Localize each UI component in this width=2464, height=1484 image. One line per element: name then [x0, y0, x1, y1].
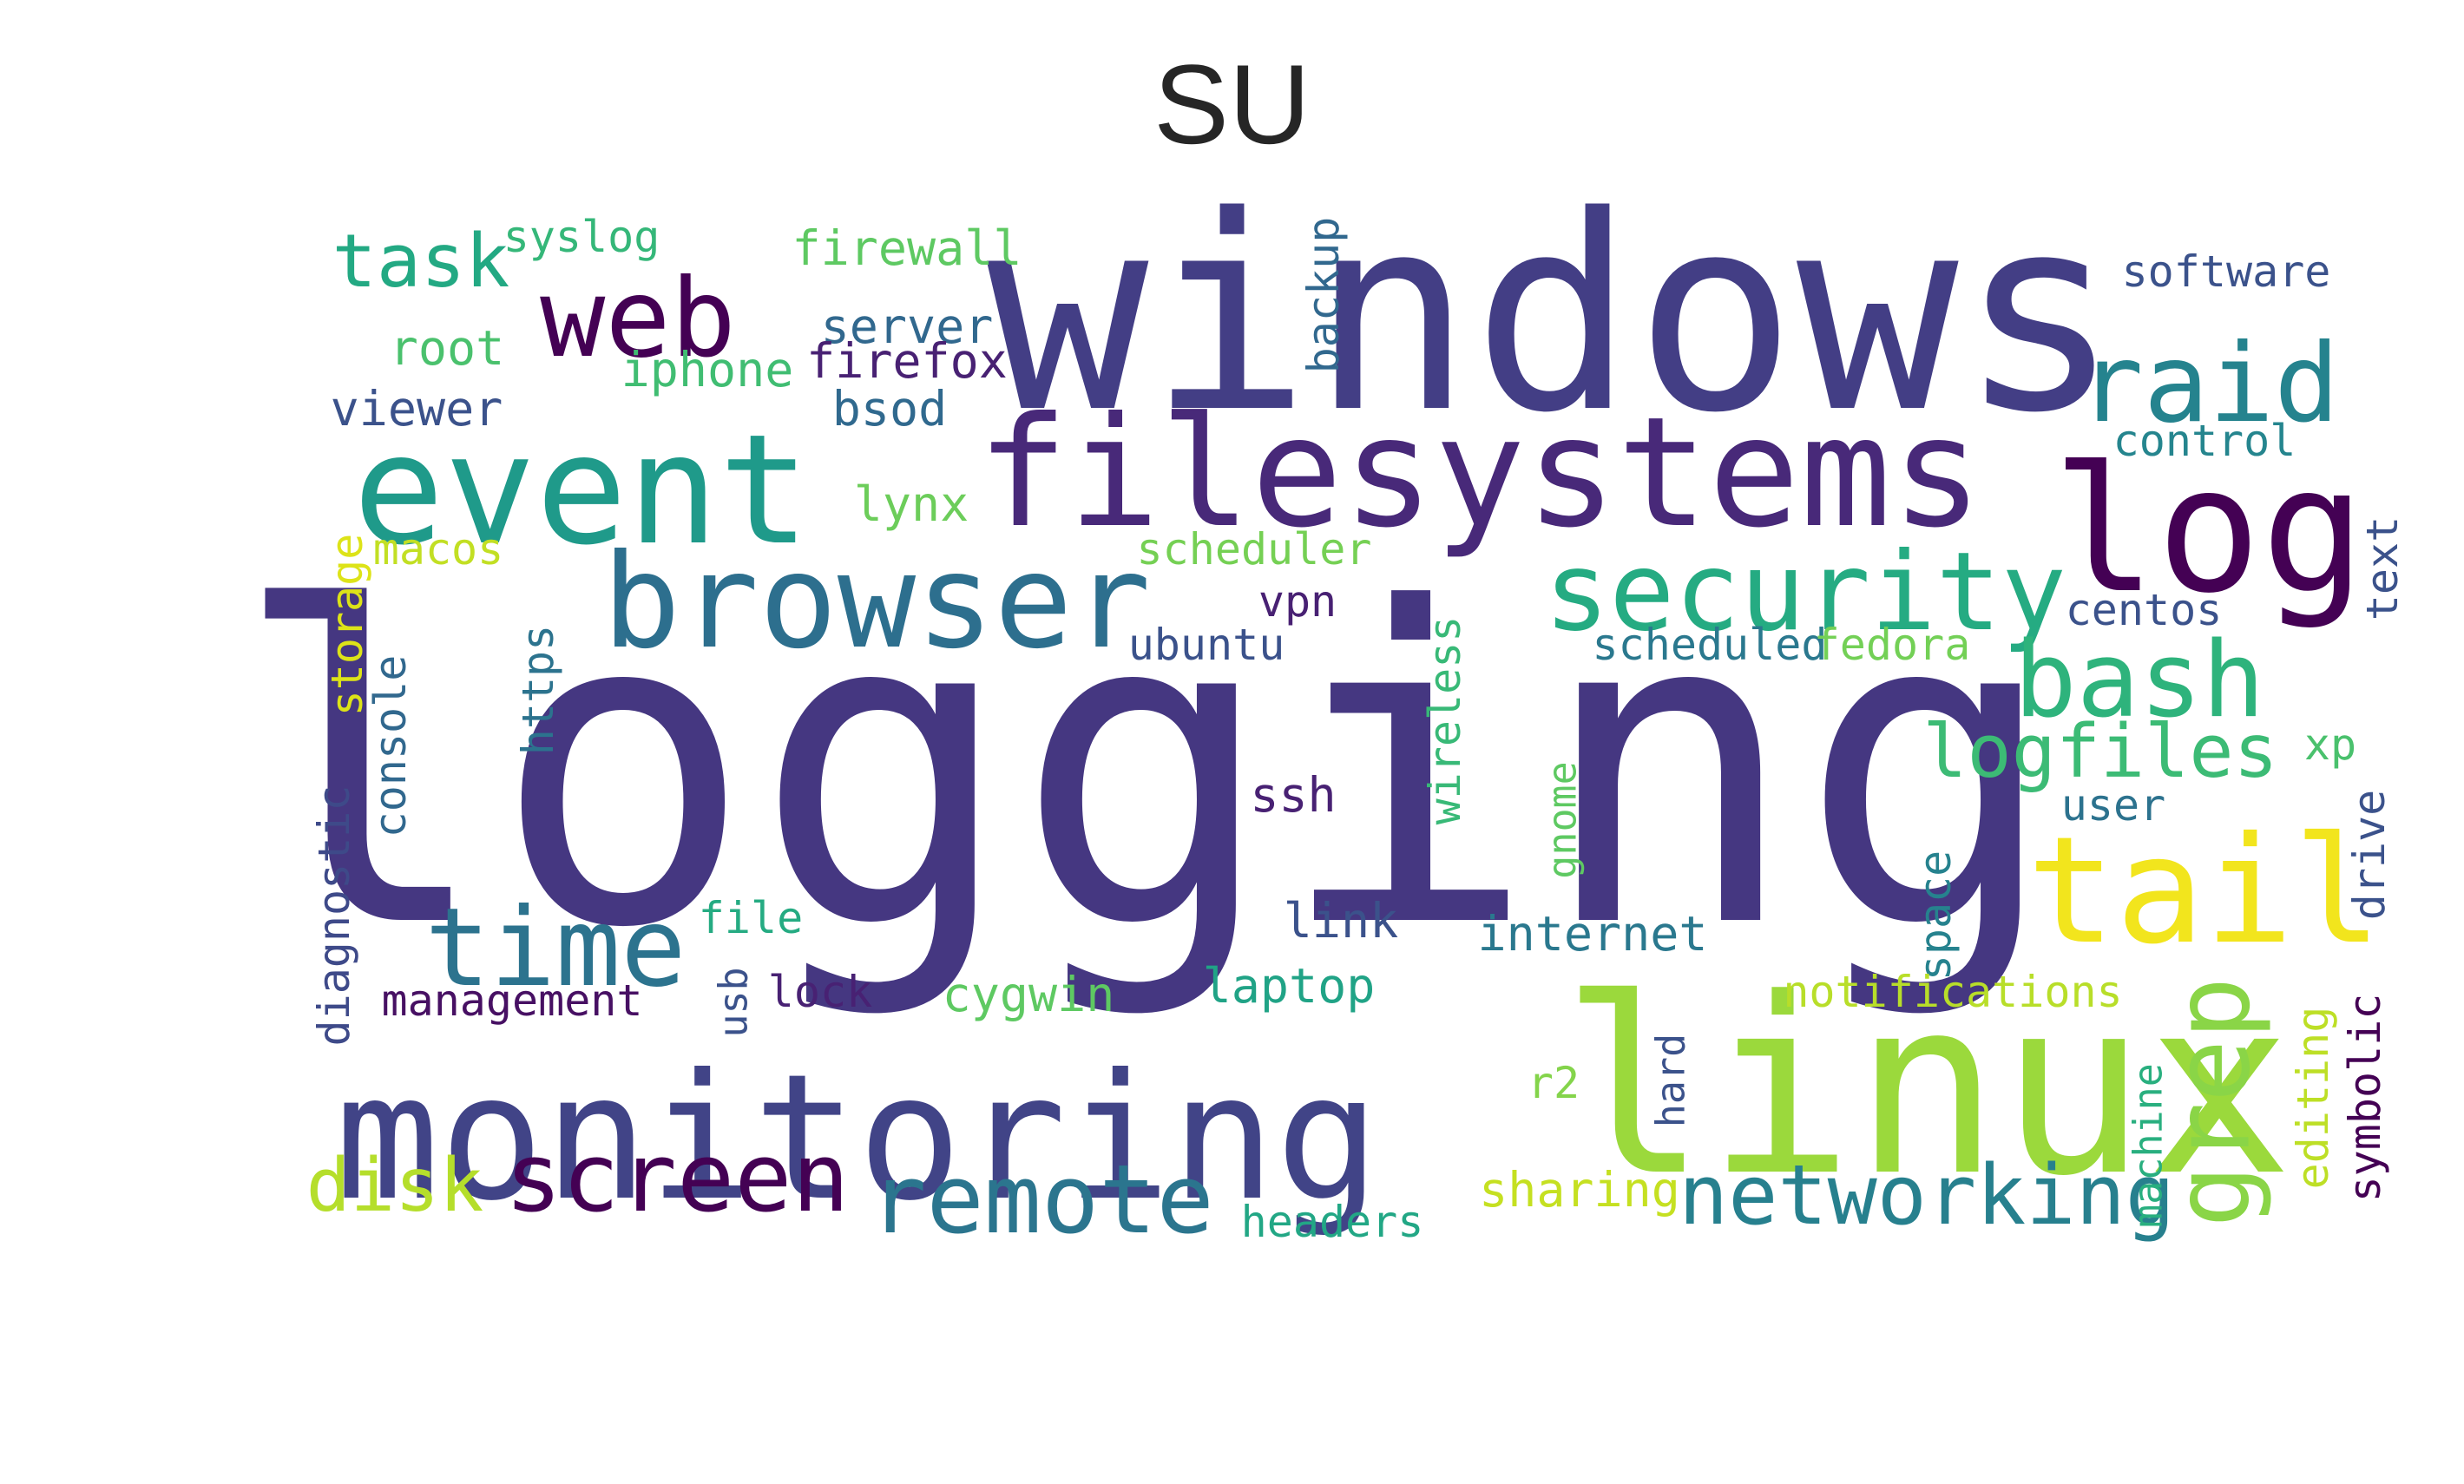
- word-symbolic: symbolic: [2340, 994, 2390, 1203]
- word-ssh: ssh: [1250, 767, 1336, 823]
- word-backup: backup: [1298, 217, 1349, 374]
- word-filesystems: filesystems: [977, 385, 1983, 561]
- word-console: console: [365, 655, 416, 838]
- word-r2: r2: [1528, 1058, 1580, 1108]
- word-vpn: vpn: [1258, 576, 1337, 627]
- word-server: server: [821, 299, 994, 354]
- word-browser: browser: [602, 527, 1151, 678]
- word-sharing: sharing: [1479, 1162, 1680, 1218]
- word-time: time: [424, 885, 686, 1011]
- word-scheduled: scheduled: [1593, 620, 1828, 670]
- word-viewer: viewer: [331, 381, 503, 437]
- word-management: management: [381, 975, 642, 1026]
- word-lock: lock: [768, 967, 872, 1017]
- word-xp: xp: [2304, 719, 2356, 770]
- word-syslog: syslog: [503, 212, 660, 262]
- word-editing: editing: [2288, 1007, 2338, 1190]
- word-ubuntu: ubuntu: [1128, 620, 1285, 670]
- word-hard: hard: [1648, 1034, 1694, 1127]
- word-logfiles: logfiles: [1922, 709, 2277, 795]
- word-root: root: [390, 320, 504, 376]
- chart-title: SU: [1153, 41, 1311, 167]
- word-internet: internet: [1478, 906, 1708, 962]
- word-bsod: bsod: [832, 381, 947, 437]
- word-notifications: notifications: [1783, 967, 2122, 1017]
- word-linux: linux: [1561, 947, 2293, 1230]
- word-headers: headers: [1241, 1197, 1424, 1247]
- word-web: web: [540, 256, 736, 382]
- word-user: user: [2061, 780, 2165, 831]
- word-event: event: [353, 403, 811, 579]
- word-storage: storage: [322, 534, 372, 717]
- word-text: text: [2357, 516, 2408, 621]
- word-monitoring: monitoring: [335, 1037, 1380, 1239]
- word-gnome: gnome: [1540, 761, 1586, 878]
- word-diagnostic: diagnostic: [309, 785, 359, 1046]
- word-link: link: [1284, 893, 1398, 949]
- word-grep: grep: [2153, 977, 2274, 1228]
- word-firefox: firefox: [806, 333, 1008, 389]
- word-fedora: fedora: [1814, 620, 1971, 670]
- word-log: log: [2052, 430, 2365, 632]
- word-cygwin: cygwin: [943, 967, 1115, 1022]
- word-disk: disk: [306, 1143, 484, 1229]
- word-scheduler: scheduler: [1137, 524, 1372, 575]
- word-security: security: [1544, 529, 2066, 655]
- word-wireless: wireless: [1420, 616, 1470, 825]
- word-space: space: [1910, 850, 1961, 982]
- word-centos: centos: [2066, 585, 2223, 635]
- word-drive: drive: [2344, 790, 2395, 921]
- word-usb: usb: [711, 967, 757, 1037]
- word-task: task: [332, 219, 510, 305]
- word-machine: machine: [2126, 1063, 2172, 1228]
- word-firewall: firewall: [792, 220, 1022, 276]
- word-lynx: lynx: [854, 476, 969, 532]
- word-windows: windows: [987, 159, 2120, 472]
- word-macos: macos: [373, 524, 504, 575]
- word-remote: remote: [869, 1144, 1213, 1255]
- word-iphone: iphone: [621, 342, 794, 397]
- word-networking: networking: [1679, 1148, 2175, 1244]
- word-software: software: [2122, 246, 2331, 297]
- word-bash: bash: [2014, 621, 2265, 741]
- word-file: file: [699, 893, 803, 943]
- word-laptop: laptop: [1203, 958, 1376, 1014]
- word-https: https: [513, 625, 563, 756]
- word-raid: raid: [2078, 321, 2339, 447]
- word-screen: screen: [504, 1122, 849, 1233]
- word-logging: logging: [231, 517, 2060, 1022]
- word-tail: tail: [2027, 805, 2382, 977]
- word-control: control: [2113, 416, 2296, 466]
